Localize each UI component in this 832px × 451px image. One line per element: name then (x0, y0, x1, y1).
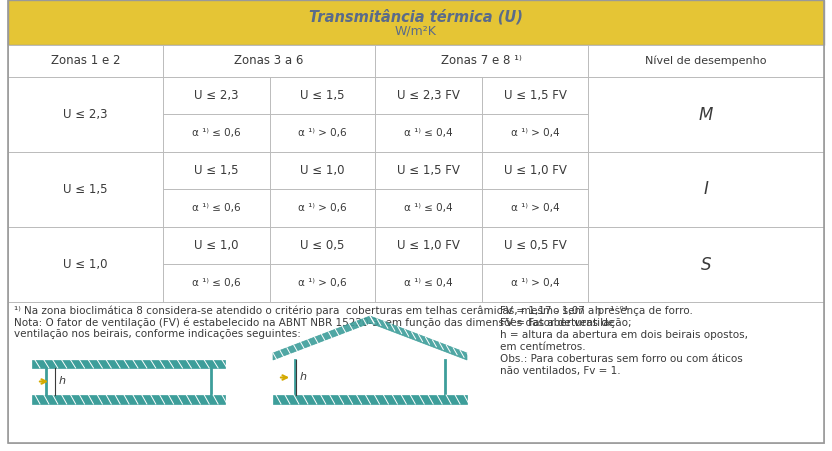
Text: Obs.: Para coberturas sem forro ou com áticos: Obs.: Para coberturas sem forro ou com á… (500, 354, 743, 364)
Bar (8, 77, 824, 152)
Bar (8, 302, 824, 443)
Text: U ≤ 1,0: U ≤ 1,0 (300, 164, 344, 177)
Bar (32, 395, 225, 404)
Text: α ¹⁾ > 0,6: α ¹⁾ > 0,6 (298, 278, 347, 288)
Text: ventilação nos beirais, conforme indicações seguintes:: ventilação nos beirais, conforme indicaç… (14, 329, 301, 339)
Text: α ¹⁾ > 0,4: α ¹⁾ > 0,4 (511, 278, 559, 288)
Text: U ≤ 1,0 FV: U ≤ 1,0 FV (397, 239, 460, 252)
Text: FV = Fator de ventilação;: FV = Fator de ventilação; (500, 318, 631, 328)
Text: U ≤ 2,3: U ≤ 2,3 (63, 108, 108, 121)
Text: U ≤ 2,3 FV: U ≤ 2,3 FV (397, 89, 460, 102)
Text: α ¹⁾ ≤ 0,6: α ¹⁾ ≤ 0,6 (192, 203, 240, 213)
Text: U ≤ 0,5: U ≤ 0,5 (300, 239, 344, 252)
Text: Nível de desempenho: Nível de desempenho (646, 56, 767, 66)
Bar (8, 227, 824, 302)
Text: W/m²K: W/m²K (395, 24, 437, 37)
Text: I: I (704, 180, 708, 198)
Bar (32, 360, 225, 368)
Text: FV = 1,17 - 1,07 . h ⁻¹˙⁰⁴: FV = 1,17 - 1,07 . h ⁻¹˙⁰⁴ (500, 306, 628, 316)
Text: U ≤ 0,5 FV: U ≤ 0,5 FV (503, 239, 567, 252)
Text: S: S (701, 256, 711, 273)
Text: Zonas 1 e 2: Zonas 1 e 2 (51, 55, 121, 68)
Text: α ¹⁾ > 0,6: α ¹⁾ > 0,6 (298, 128, 347, 138)
Text: α ¹⁾ > 0,6: α ¹⁾ > 0,6 (298, 203, 347, 213)
Text: U ≤ 1,5: U ≤ 1,5 (300, 89, 344, 102)
Text: U ≤ 1,5 FV: U ≤ 1,5 FV (503, 89, 567, 102)
Text: U ≤ 1,0 FV: U ≤ 1,0 FV (503, 164, 567, 177)
Text: α ¹⁾ > 0,4: α ¹⁾ > 0,4 (511, 203, 559, 213)
Text: h: h (59, 377, 66, 387)
Text: α ¹⁾ ≤ 0,4: α ¹⁾ ≤ 0,4 (404, 278, 453, 288)
Bar (8, 45, 824, 77)
Text: U ≤ 1,5: U ≤ 1,5 (63, 183, 108, 196)
Text: U ≤ 1,0: U ≤ 1,0 (63, 258, 108, 271)
Bar (8, 152, 824, 227)
Text: Zonas 3 a 6: Zonas 3 a 6 (235, 55, 304, 68)
Text: h: h (300, 373, 307, 382)
Text: U ≤ 1,5: U ≤ 1,5 (194, 164, 239, 177)
Text: U ≤ 1,0: U ≤ 1,0 (194, 239, 239, 252)
Text: α ¹⁾ ≤ 0,6: α ¹⁾ ≤ 0,6 (192, 278, 240, 288)
Text: em centímetros.: em centímetros. (500, 342, 586, 352)
Text: α ¹⁾ ≤ 0,4: α ¹⁾ ≤ 0,4 (404, 128, 453, 138)
Text: α ¹⁾ ≤ 0,6: α ¹⁾ ≤ 0,6 (192, 128, 240, 138)
Text: M: M (699, 106, 713, 124)
Bar (273, 395, 467, 404)
Bar (8, 0, 824, 45)
Text: Zonas 7 e 8 ¹⁾: Zonas 7 e 8 ¹⁾ (441, 55, 522, 68)
Text: U ≤ 1,5 FV: U ≤ 1,5 FV (397, 164, 460, 177)
Text: não ventilados, Fv = 1.: não ventilados, Fv = 1. (500, 366, 621, 376)
Text: α ¹⁾ > 0,4: α ¹⁾ > 0,4 (511, 128, 559, 138)
Polygon shape (273, 316, 467, 360)
Text: ¹⁾ Na zona bioclimática 8 considera-se atendido o critério para  coberturas em t: ¹⁾ Na zona bioclimática 8 considera-se a… (14, 306, 693, 317)
Text: α ¹⁾ ≤ 0,4: α ¹⁾ ≤ 0,4 (404, 203, 453, 213)
Text: h = altura da abertura em dois beirais opostos,: h = altura da abertura em dois beirais o… (500, 330, 748, 340)
Text: Transmitância térmica (U): Transmitância térmica (U) (309, 9, 523, 24)
Text: U ≤ 2,3: U ≤ 2,3 (194, 89, 239, 102)
Text: Nota: O fator de ventilação (FV) é estabelecido na ABNT NBR 15220-3, em função d: Nota: O fator de ventilação (FV) é estab… (14, 318, 614, 328)
